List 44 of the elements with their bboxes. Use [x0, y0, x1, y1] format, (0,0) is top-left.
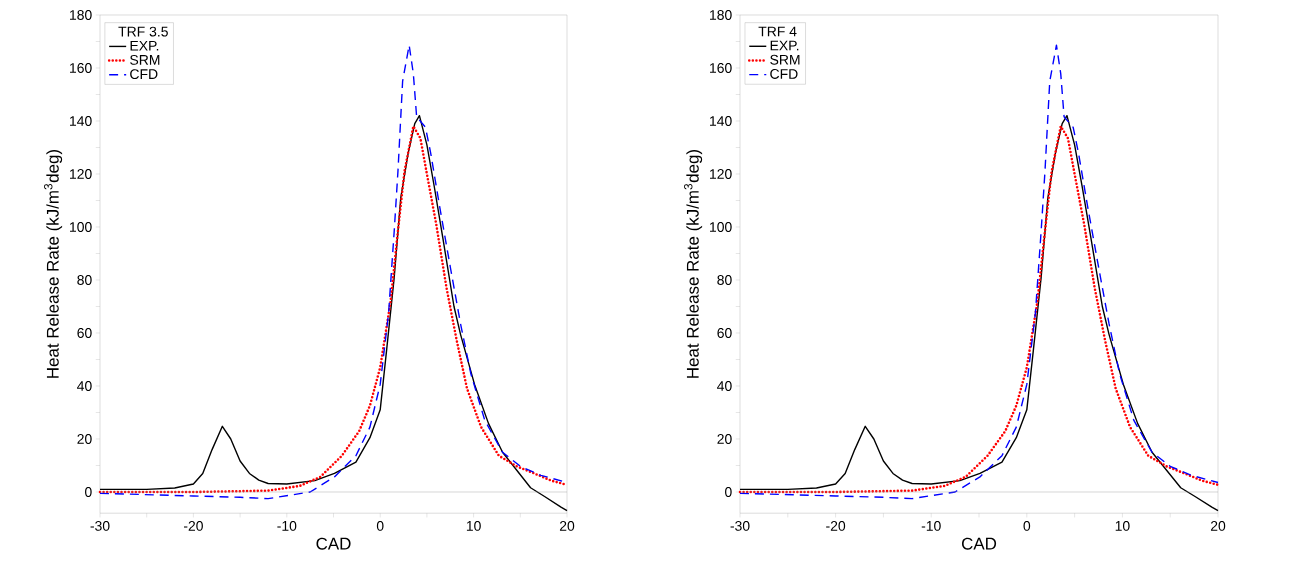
- x-axis-title: CAD: [961, 537, 997, 550]
- y-tick-label: 180: [70, 10, 92, 20]
- x-tick-label: -20: [183, 520, 203, 531]
- y-tick-label: 0: [725, 487, 732, 497]
- legend-label: EXP.: [770, 40, 799, 51]
- y-tick-label: 80: [717, 275, 732, 285]
- x-axis-title: CAD: [316, 537, 351, 550]
- y-axis-title: Heat Release Rate (kJ/m$^{3}$deg): [684, 150, 703, 378]
- x-tick-label: 10: [1115, 520, 1130, 531]
- x-tick-label: -10: [921, 520, 941, 531]
- legend-label: CFD: [770, 69, 798, 79]
- legend-title: TRF 4: [758, 26, 797, 37]
- y-tick-label: 60: [77, 328, 92, 338]
- y-tick-label: 140: [70, 116, 92, 126]
- y-tick-label: 20: [77, 434, 92, 444]
- legend-label: EXP.: [130, 40, 159, 51]
- x-tick-label: 0: [376, 520, 384, 531]
- legend-label: SRM: [770, 54, 800, 65]
- x-tick-label: 20: [559, 520, 575, 531]
- y-tick-label: 180: [710, 10, 732, 20]
- y-tick-label: 160: [710, 63, 732, 73]
- y-tick-label: 60: [717, 328, 732, 338]
- x-tick-label: 0: [1023, 520, 1031, 531]
- y-tick-label: 120: [70, 169, 92, 179]
- y-tick-label: 160: [70, 63, 92, 73]
- y-axis-title: Heat Release Rate (kJ/m$^{3}$deg): [44, 150, 63, 378]
- x-tick-label: -30: [90, 520, 110, 531]
- legend-label: SRM: [130, 54, 160, 65]
- y-tick-label: 100: [70, 222, 92, 232]
- y-tick-label: 140: [710, 116, 732, 126]
- x-tick-label: 20: [1210, 520, 1226, 531]
- y-tick-label: 100: [710, 222, 732, 232]
- x-tick-label: -20: [826, 520, 846, 531]
- y-tick-label: 120: [710, 169, 732, 179]
- y-tick-label: 80: [77, 275, 92, 285]
- x-tick-label: -30: [730, 520, 750, 531]
- y-tick-label: 20: [717, 434, 732, 444]
- legend-label: CFD: [130, 69, 158, 80]
- y-tick-label: 40: [77, 381, 92, 391]
- legend-title: TRF 3.5: [118, 26, 168, 37]
- y-tick-label: 40: [717, 381, 732, 391]
- y-tick-label: 0: [85, 487, 92, 497]
- x-tick-label: 10: [466, 520, 481, 531]
- x-tick-label: -10: [277, 520, 297, 531]
